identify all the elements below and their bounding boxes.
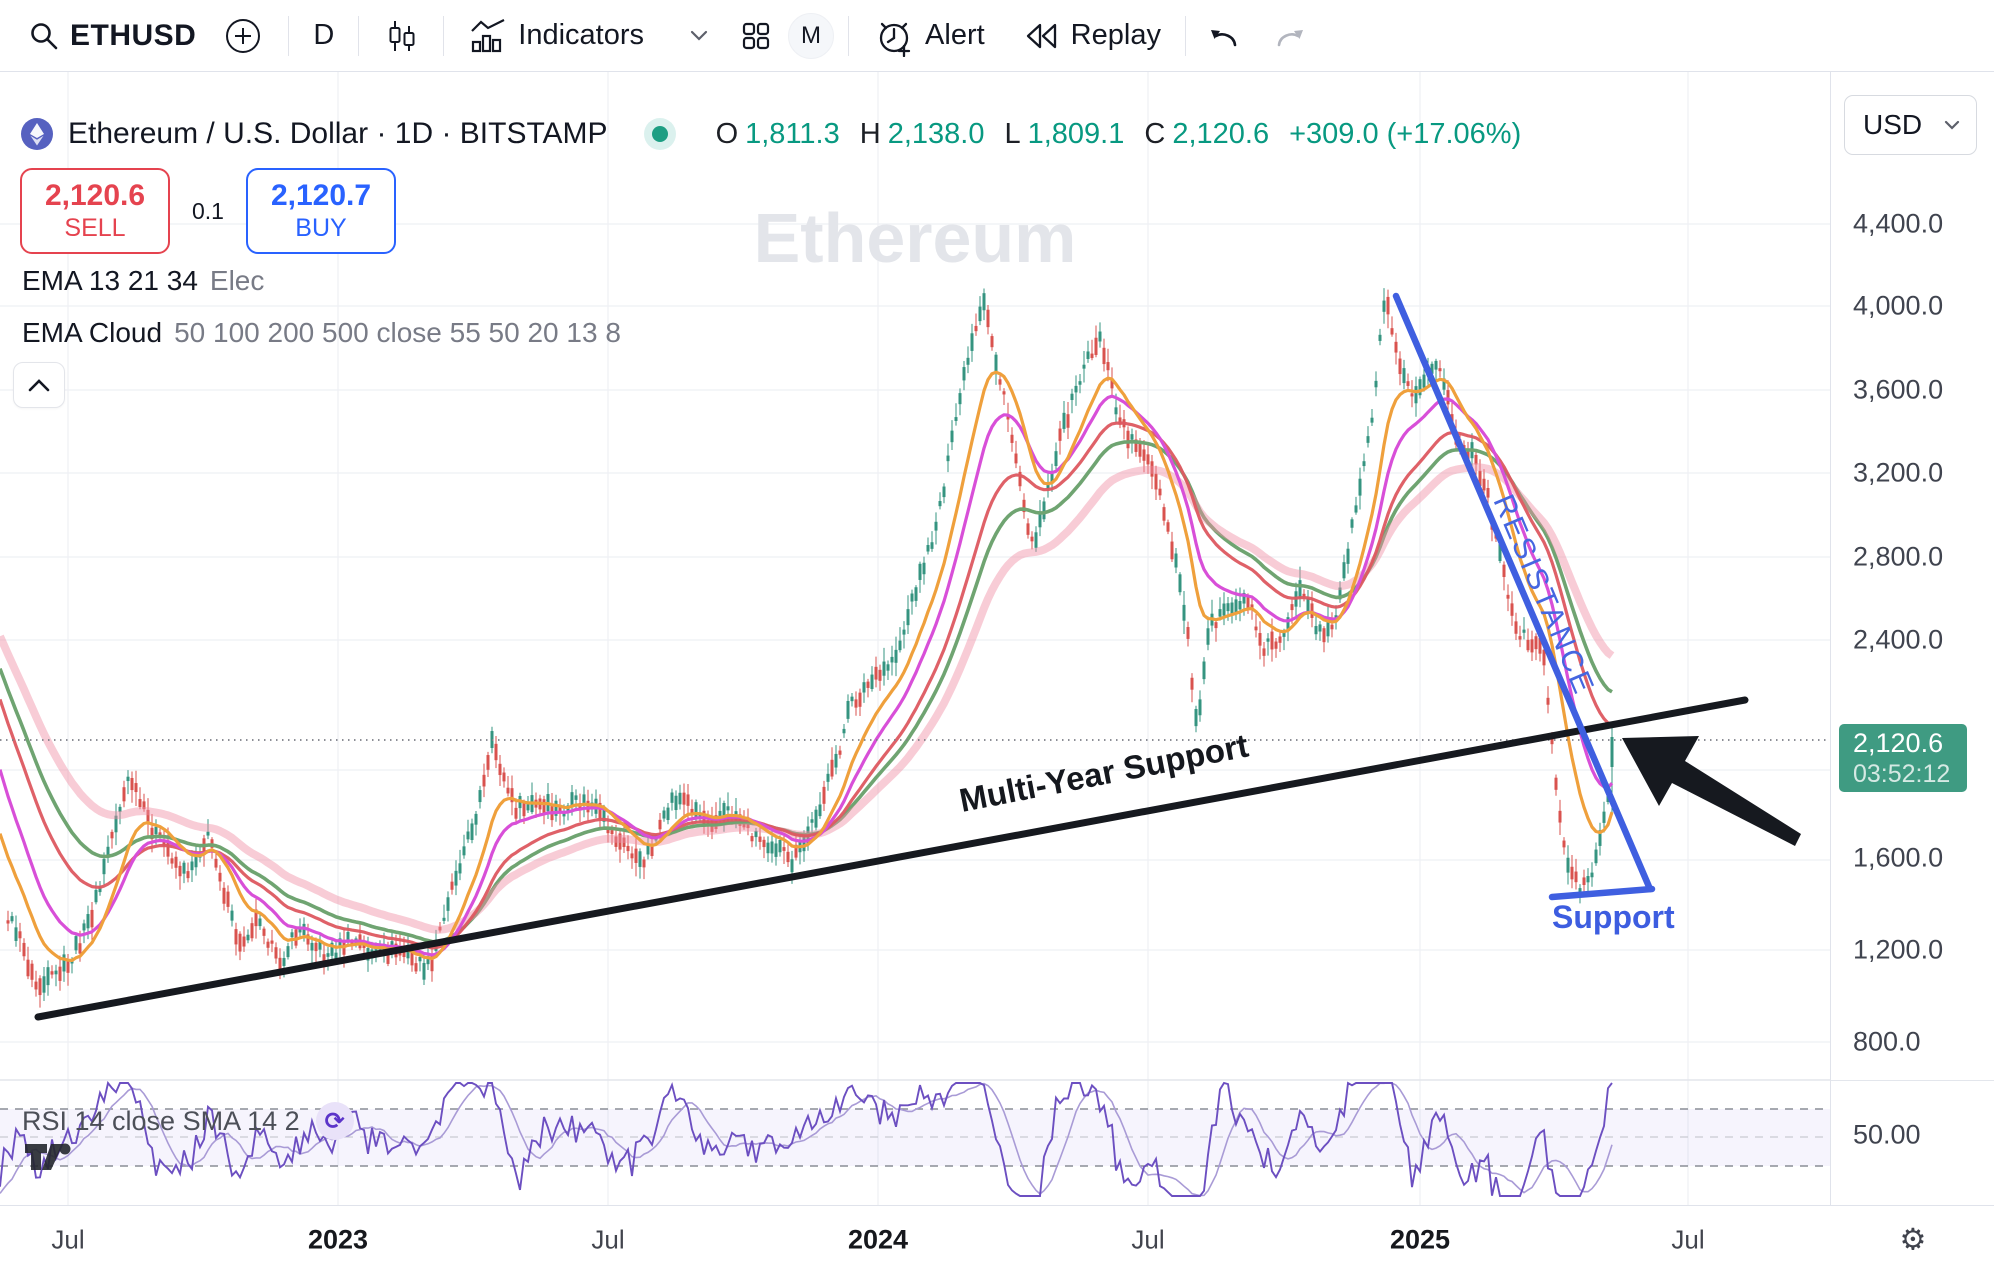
time-axis-label: 2023 xyxy=(307,1224,369,1255)
quantity-value[interactable]: 0.1 xyxy=(192,197,224,224)
change-value: +309.0 (+17.06%) xyxy=(1289,117,1522,150)
undo-button[interactable] xyxy=(1206,21,1240,51)
trade-panel: 2,120.6 SELL 0.1 2,120.7 BUY xyxy=(20,168,396,254)
sell-label: SELL xyxy=(64,213,126,242)
ema-legend[interactable]: EMA 13 21 34 Elec xyxy=(22,265,265,296)
price-axis-label: 3,600.0 xyxy=(1853,374,1944,405)
rsi-legend[interactable]: RSI 14 close SMA 14 2 ⟳ xyxy=(22,1102,354,1140)
rsi-legend-label: RSI 14 close SMA 14 2 xyxy=(22,1105,300,1136)
time-axis-label: Jul xyxy=(1131,1224,1165,1255)
time-axis-label: Jul xyxy=(1671,1224,1705,1255)
tradingview-logo[interactable] xyxy=(25,1138,87,1179)
ohlc-values: O 1,811.3 H 2,138.0 L 1,809.1 C 2,120.6 +309… xyxy=(715,117,1522,150)
multi-year-support-label: Multi-Year Support xyxy=(956,727,1251,819)
multichart-label: M xyxy=(801,21,822,49)
low-value: 1,809.1 xyxy=(1027,117,1125,150)
bar-countdown: 03:52:12 xyxy=(1853,760,1951,789)
currency-label: USD xyxy=(1863,109,1923,140)
toolbar-divider xyxy=(358,15,360,56)
last-price-value: 2,120.6 xyxy=(1853,727,1944,758)
collapse-legend-button[interactable] xyxy=(13,362,65,408)
time-axis-label: Jul xyxy=(591,1224,625,1255)
price-axis-label: 3,200.0 xyxy=(1853,457,1944,488)
chevron-up-icon xyxy=(28,378,50,392)
refresh-icon: ⟳ xyxy=(315,1102,354,1140)
symbol-title[interactable]: Ethereum / U.S. Dollar · 1D · BITSTAMP xyxy=(68,117,608,150)
top-toolbar: ETHUSD D Indicators xyxy=(0,0,1994,72)
buy-label: BUY xyxy=(295,213,347,242)
price-axis-label: 2,800.0 xyxy=(1853,541,1944,572)
chevron-down-icon xyxy=(1944,120,1960,130)
price-axis-label: 4,400.0 xyxy=(1853,208,1944,239)
price-axis[interactable]: USD 4,400.0 4,000.0 3,600.0 3,200.0 2,800.0 2… xyxy=(1830,72,1994,1205)
toolbar-divider xyxy=(288,15,290,56)
sell-button[interactable]: 2,120.6 SELL xyxy=(20,168,170,254)
timeframe-label: D xyxy=(313,19,335,51)
currency-dropdown[interactable]: USD xyxy=(1844,95,1977,155)
last-price-badge: 2,120.6 03:52:12 xyxy=(1839,724,1967,792)
support-label: Support xyxy=(1552,899,1675,935)
ema-cloud-legend[interactable]: EMA Cloud 50 100 200 500 close 55 50 20 … xyxy=(22,317,621,348)
alert-button[interactable]: Alert xyxy=(863,9,995,63)
timeframe-button[interactable]: D xyxy=(303,13,344,58)
compare-add-button[interactable] xyxy=(212,9,274,63)
ethereum-logo xyxy=(20,117,54,151)
plus-circle-icon xyxy=(222,15,264,57)
time-axis-label: 2024 xyxy=(847,1224,909,1255)
open-value: 1,811.3 xyxy=(745,117,840,150)
time-axis[interactable]: Jul 2023 Jul 2024 Jul 2025 Jul ⚙ xyxy=(0,1205,1994,1274)
toolbar-divider xyxy=(443,15,445,56)
multichart-button[interactable]: M xyxy=(788,12,835,59)
chevron-down-icon xyxy=(690,30,708,42)
sell-price: 2,120.6 xyxy=(44,179,146,213)
grid-layout-icon xyxy=(742,22,770,50)
chart-region: Ethereum RESISTANCE Multi-Year Support Supp… xyxy=(0,72,1830,1205)
redo-button[interactable] xyxy=(1274,21,1308,51)
price-axis-label: 800.0 xyxy=(1853,1026,1921,1057)
indicators-label: Indicators xyxy=(518,19,645,51)
buy-price: 2,120.7 xyxy=(270,179,372,213)
time-axis-label: 2025 xyxy=(1389,1224,1451,1255)
rsi-axis-value: 50.00 xyxy=(1853,1119,1921,1150)
pane-divider xyxy=(1831,1080,1994,1081)
indicator-templates-button[interactable] xyxy=(684,24,714,48)
replay-icon xyxy=(1021,19,1061,53)
high-value: 2,138.0 xyxy=(887,117,985,150)
symbol-search-button[interactable]: ETHUSD xyxy=(18,13,206,59)
toolbar-divider xyxy=(1184,15,1186,56)
layout-grid-button[interactable] xyxy=(732,16,780,56)
chart-style-button[interactable] xyxy=(373,12,429,60)
svg-text:Ethereum: Ethereum xyxy=(754,199,1077,277)
price-axis-label: 1,600.0 xyxy=(1853,842,1944,873)
market-status-dot xyxy=(643,118,676,150)
candlestick-icon xyxy=(383,18,419,54)
price-axis-label: 4,000.0 xyxy=(1853,290,1944,321)
indicators-button[interactable]: Indicators xyxy=(458,12,654,60)
indicators-icon xyxy=(468,18,508,54)
replay-label: Replay xyxy=(1070,19,1161,51)
close-value: 2,120.6 xyxy=(1172,117,1270,150)
buy-button[interactable]: 2,120.7 BUY xyxy=(245,168,396,254)
price-axis-label: 2,400.0 xyxy=(1853,624,1944,655)
symbol-label: ETHUSD xyxy=(70,18,197,52)
symbol-header: Ethereum / U.S. Dollar · 1D · BITSTAMP O… xyxy=(20,110,1521,158)
settings-gear-button[interactable]: ⚙ xyxy=(1899,1222,1927,1258)
price-axis-label: 1,200.0 xyxy=(1853,934,1944,965)
search-icon xyxy=(28,20,60,52)
alert-clock-icon xyxy=(873,15,915,57)
replay-button[interactable]: Replay xyxy=(1011,13,1171,59)
time-axis-label: Jul xyxy=(51,1224,85,1255)
alert-label: Alert xyxy=(925,19,985,51)
toolbar-divider xyxy=(848,15,850,56)
